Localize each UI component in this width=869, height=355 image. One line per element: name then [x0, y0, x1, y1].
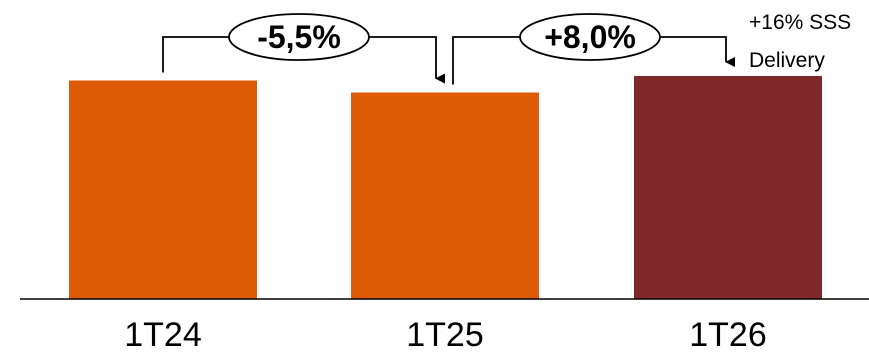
note-line-1: +16% SSS	[749, 11, 851, 34]
category-label-1T24: 1T24	[124, 316, 202, 354]
category-label-1T25: 1T25	[406, 316, 484, 354]
bar-1T26	[634, 76, 822, 299]
bars-group	[69, 76, 822, 300]
category-labels: 1T24 1T25 1T26	[124, 316, 767, 354]
change-bubble-1	[228, 13, 370, 61]
change-bubble-2	[519, 13, 661, 61]
change-annotations: -5,5% +8,0%	[162, 13, 735, 85]
note-line-2: Delivery	[749, 49, 825, 72]
category-label-1T26: 1T26	[689, 316, 767, 354]
side-note: +16% SSS Delivery	[749, 11, 851, 72]
change-label-1: -5,5%	[257, 19, 341, 55]
bar-1T24	[69, 80, 257, 300]
bar-1T25	[351, 92, 539, 299]
change-label-2: +8,0%	[544, 19, 636, 55]
